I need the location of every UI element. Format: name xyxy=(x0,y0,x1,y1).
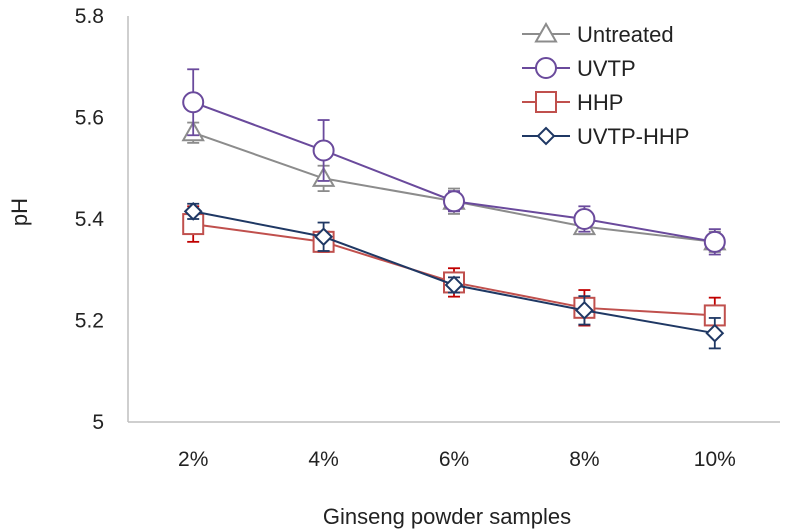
legend-marker xyxy=(535,57,557,79)
data-point-uvtp xyxy=(573,208,596,230)
y-tick-label: 5.6 xyxy=(75,107,104,130)
y-ticks: 5 5.2 5.4 5.6 5.8 xyxy=(75,5,105,434)
legend-label: UVTP-HHP xyxy=(577,124,689,149)
x-tick-label: 6% xyxy=(439,448,469,471)
y-axis-title: pH xyxy=(7,198,32,226)
y-tick-label: 5 xyxy=(92,411,104,434)
x-tick-label: 4% xyxy=(308,448,338,471)
x-tick-label: 8% xyxy=(569,448,599,471)
legend-item-uvtp: UVTP xyxy=(522,56,636,81)
series-line-untreated xyxy=(192,131,715,243)
data-point-uvtp-hhp xyxy=(444,275,464,295)
legend-item-hhp: HHP xyxy=(522,90,623,115)
axes xyxy=(127,16,780,423)
x-axis-title: Ginseng powder samples xyxy=(323,504,571,529)
legend-item-untreated: Untreated xyxy=(522,21,674,47)
series-uvtp xyxy=(182,68,726,256)
x-tick-label: 10% xyxy=(694,448,736,471)
y-tick-label: 5.4 xyxy=(75,208,105,231)
legend-marker xyxy=(536,126,556,146)
legend-label: Untreated xyxy=(577,22,674,47)
data-point-uvtp-hhp xyxy=(314,227,334,247)
series-group xyxy=(181,68,727,350)
legend-marker xyxy=(535,91,557,113)
data-point-uvtp-hhp xyxy=(705,323,725,343)
data-point-uvtp xyxy=(443,190,465,213)
x-ticks: 2% 4% 6% 8% 10% xyxy=(178,448,736,471)
legend-marker xyxy=(534,21,558,43)
y-tick-label: 5.2 xyxy=(75,310,104,333)
data-point-uvtp xyxy=(703,230,726,253)
legend-label: HHP xyxy=(577,90,623,115)
legend: Untreated UVTP HHP UVTP-HHP xyxy=(522,21,689,149)
data-point-uvtp-hhp xyxy=(183,201,203,221)
x-tick-label: 2% xyxy=(178,448,208,471)
data-point-uvtp xyxy=(312,139,335,162)
legend-item-uvtp-hhp: UVTP-HHP xyxy=(522,124,689,149)
series-uvtp-hhp xyxy=(183,201,725,350)
data-point-uvtp-hhp xyxy=(574,300,594,320)
y-tick-label: 5.8 xyxy=(75,5,104,28)
data-point-uvtp xyxy=(182,91,205,114)
legend-label: UVTP xyxy=(577,56,636,81)
